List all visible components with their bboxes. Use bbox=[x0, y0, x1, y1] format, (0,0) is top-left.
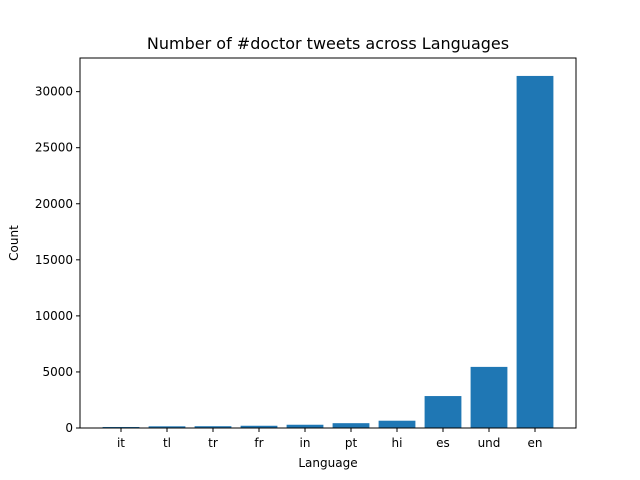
y-tick-label: 25000 bbox=[35, 141, 73, 155]
x-tick-label: en bbox=[528, 436, 543, 450]
x-tick-label: hi bbox=[392, 436, 403, 450]
x-axis-ticks: it tl tr fr in pt hi es und en bbox=[117, 428, 543, 450]
bar-hi bbox=[378, 420, 416, 428]
x-tick-label: it bbox=[117, 436, 125, 450]
x-tick-label: pt bbox=[345, 436, 358, 450]
bars-group bbox=[102, 75, 554, 428]
y-tick-label: 30000 bbox=[35, 85, 73, 99]
y-tick-label: 15000 bbox=[35, 253, 73, 267]
x-axis-label: Language bbox=[298, 456, 357, 470]
bar-es bbox=[424, 396, 462, 428]
y-axis-label: Count bbox=[7, 225, 21, 261]
y-tick-label: 20000 bbox=[35, 197, 73, 211]
y-tick-label: 0 bbox=[65, 421, 73, 435]
y-axis-ticks: 0 5000 10000 15000 20000 25000 30000 bbox=[35, 85, 80, 435]
chart-title: Number of #doctor tweets across Language… bbox=[147, 34, 509, 53]
bar-fr bbox=[240, 425, 278, 428]
bar-tr bbox=[194, 426, 232, 428]
bar-tl bbox=[148, 426, 186, 428]
bar-en bbox=[516, 75, 554, 428]
bar-in bbox=[286, 424, 324, 428]
bar-und bbox=[470, 366, 508, 428]
bar-pt bbox=[332, 423, 370, 428]
x-tick-label: in bbox=[300, 436, 311, 450]
x-tick-label: tr bbox=[208, 436, 218, 450]
x-tick-label: es bbox=[436, 436, 450, 450]
y-tick-label: 10000 bbox=[35, 309, 73, 323]
bar-it bbox=[102, 426, 140, 428]
x-tick-label: fr bbox=[254, 436, 263, 450]
y-tick-label: 5000 bbox=[42, 365, 73, 379]
x-tick-label: und bbox=[478, 436, 501, 450]
axes-frame bbox=[79, 57, 577, 429]
x-tick-label: tl bbox=[163, 436, 171, 450]
